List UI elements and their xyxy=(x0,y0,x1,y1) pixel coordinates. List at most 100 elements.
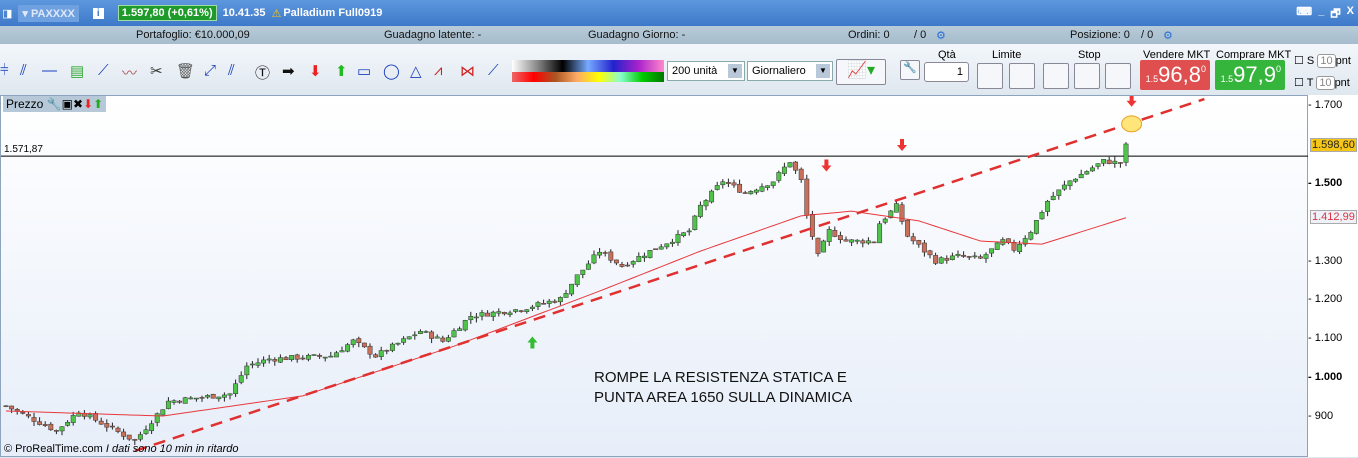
candle-body xyxy=(87,414,93,418)
candle-body xyxy=(809,213,815,237)
wrench-icon[interactable]: 🔧 xyxy=(46,97,62,111)
candle-body xyxy=(445,337,451,342)
stop-button-1[interactable] xyxy=(1043,63,1069,89)
stop-button-3[interactable] xyxy=(1105,63,1131,89)
buy-price: 97,9 xyxy=(1233,62,1276,87)
candle-body xyxy=(468,316,474,321)
ellipse-icon[interactable]: ◯ xyxy=(383,63,400,80)
candle-body xyxy=(333,352,339,358)
candle-body xyxy=(994,242,1000,250)
limit-sell-button[interactable] xyxy=(1009,63,1035,89)
price-axis: - 1.700 - 1.500 - 1.300 - 1.200 - 1.100 - 1.0… xyxy=(1308,95,1358,457)
day-gain: Guadagno Giorno: - xyxy=(588,29,686,41)
candle-body xyxy=(350,339,356,345)
candle-body xyxy=(798,168,804,180)
stop-button-2[interactable] xyxy=(1074,63,1100,89)
gear-icon[interactable]: ⚙ xyxy=(936,30,946,42)
gear-icon[interactable]: ⚙ xyxy=(1163,30,1173,42)
qty-input[interactable]: 1 xyxy=(924,62,969,82)
y-tick-label: - 1.500 xyxy=(1308,177,1343,189)
close-button[interactable]: X xyxy=(1346,5,1354,17)
buy-market-button[interactable]: 1.597,90 xyxy=(1215,60,1285,90)
candle-body xyxy=(949,255,955,260)
minimize-button[interactable]: _ xyxy=(1318,5,1325,17)
candle-body xyxy=(1067,180,1073,187)
segment-icon[interactable]: ⤢ xyxy=(204,62,217,79)
candle-body xyxy=(938,257,944,264)
trash-icon[interactable]: 🗑 xyxy=(176,63,196,80)
candle-body xyxy=(440,337,446,342)
candle-body xyxy=(977,256,983,259)
candle-body xyxy=(182,397,188,404)
t-points-input[interactable]: 10 xyxy=(1316,76,1335,90)
target-area-marker xyxy=(1121,115,1143,133)
candle-body xyxy=(37,421,43,425)
candle-icon[interactable]: ◨ xyxy=(2,7,13,20)
tools-icon[interactable]: ✂ xyxy=(150,63,163,80)
indicator-icon[interactable]: ▤ xyxy=(70,63,85,80)
limit-buy-button[interactable] xyxy=(977,63,1003,89)
wave-icon[interactable]: 〰 xyxy=(122,65,138,82)
candle-body xyxy=(1112,160,1118,164)
orders[interactable]: Ordini: 0 xyxy=(848,29,890,41)
candle-body xyxy=(160,409,166,416)
s-points-input[interactable]: 10 xyxy=(1317,54,1336,68)
candle-body xyxy=(417,331,423,334)
close-icon[interactable]: ✖ xyxy=(73,97,84,111)
units-select[interactable]: 200 unità ▼ xyxy=(667,61,745,81)
period-select[interactable]: Giornaliero ▼ xyxy=(747,61,833,81)
wedge-icon[interactable]: ⋈ xyxy=(460,63,475,80)
candle-body xyxy=(272,359,278,362)
arrow-up-icon[interactable]: ⬆ xyxy=(335,63,348,80)
arrow-down-icon[interactable]: ⬇ xyxy=(309,63,322,80)
rectangle-icon[interactable]: ▭ xyxy=(357,63,372,80)
move-down-icon[interactable]: ⬇ xyxy=(83,97,94,111)
restore-button[interactable]: 🗗 xyxy=(1330,8,1341,20)
candle-body xyxy=(395,342,401,345)
info-icon[interactable]: i xyxy=(92,7,104,19)
position[interactable]: Posizione: 0 xyxy=(1070,29,1130,41)
candle-body xyxy=(1095,163,1101,167)
candle-body xyxy=(317,355,323,357)
chart-canvas xyxy=(1,96,1309,453)
candle-body xyxy=(524,309,530,312)
pattern-icon[interactable]: ⩘ xyxy=(434,62,443,79)
candle-body xyxy=(1061,184,1067,190)
wrench-icon[interactable]: 🔧 xyxy=(900,60,920,80)
text-icon[interactable]: Ⓣ xyxy=(255,65,271,82)
channel-icon[interactable]: ⫽ xyxy=(20,62,27,79)
indicators-button[interactable]: 📈▾ xyxy=(836,59,886,85)
parallel-icon[interactable]: ⫽ xyxy=(228,62,235,79)
candle-body xyxy=(221,394,227,398)
arrow-right-icon[interactable]: ➡ xyxy=(282,63,295,80)
symbol: PAXXXX xyxy=(30,7,75,20)
candle-body xyxy=(837,235,843,240)
dynamic-trendline xyxy=(134,97,1205,453)
candle-body xyxy=(961,254,967,257)
candle-body xyxy=(25,414,31,417)
move-up-icon[interactable]: ⬆ xyxy=(93,97,104,111)
last-price-tag: 1.598,60 xyxy=(1310,137,1357,152)
symbol-selector[interactable]: ▾ PAXXXX xyxy=(18,4,79,22)
candle-body xyxy=(602,252,608,254)
candle-body xyxy=(518,310,524,312)
ma-price-tag: 1.412,99 xyxy=(1310,209,1357,224)
ray-icon[interactable]: ⟋ xyxy=(488,62,499,79)
sell-market-button[interactable]: 1.596,80 xyxy=(1140,60,1210,90)
color-palette-row2[interactable] xyxy=(512,72,664,82)
candle-body xyxy=(507,312,513,315)
hline-icon[interactable]: — xyxy=(42,62,57,79)
arrow-down-icon xyxy=(821,159,832,172)
candle-body xyxy=(972,255,978,258)
warning-icon: ⚠ xyxy=(271,7,282,20)
candle-body xyxy=(720,181,726,186)
price-chart[interactable]: Prezzo 🔧▣✖⬇⬆ 1.571,87 ROMPE LA RESISTENZ… xyxy=(0,95,1309,457)
candle-body xyxy=(608,251,614,261)
fibonacci-icon[interactable]: ⫩ xyxy=(0,62,9,79)
line-icon[interactable]: ⟋ xyxy=(98,62,109,79)
t-label: T xyxy=(1306,77,1314,89)
triangle-icon[interactable]: △ xyxy=(410,63,422,80)
window-icon[interactable]: ▣ xyxy=(61,97,73,111)
candle-body xyxy=(613,259,619,264)
keyboard-icon[interactable]: ⌨ xyxy=(1296,6,1313,18)
